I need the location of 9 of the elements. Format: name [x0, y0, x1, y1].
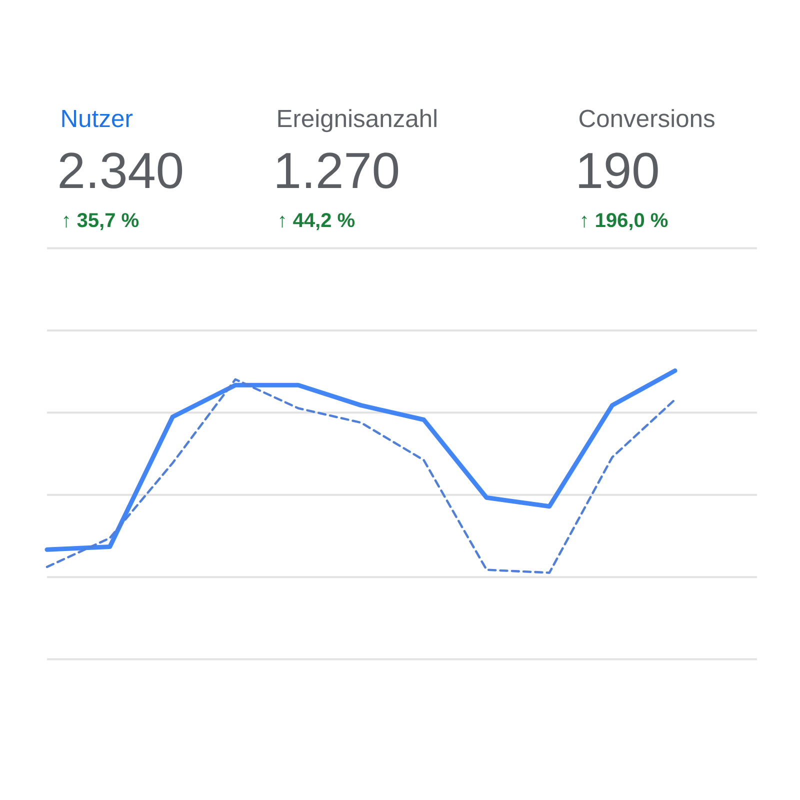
text: ↑ 35,7 %: [64, 213, 139, 230]
text: 2.340: [60, 152, 182, 188]
text: Ereignisanzahl: [278, 109, 436, 132]
text: 190: [579, 152, 658, 188]
text: ↑ 44,2 %: [280, 213, 355, 230]
text: 1.270: [277, 152, 398, 188]
text: Conversions: [580, 109, 714, 128]
text: Nutzer: [62, 110, 133, 128]
text: ↑ 196,0 %: [582, 213, 668, 230]
